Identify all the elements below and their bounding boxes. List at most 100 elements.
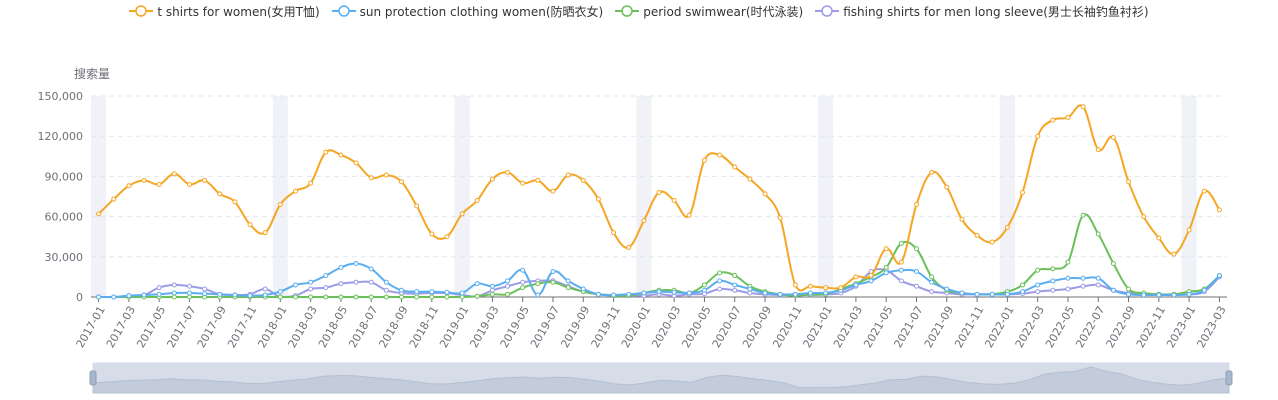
data-point — [186, 294, 192, 300]
y-tick-label: 120,000 — [38, 130, 84, 143]
data-point — [913, 202, 919, 208]
x-tick-label: 2017-11 — [225, 304, 259, 350]
data-point — [1080, 212, 1086, 218]
data-point — [96, 294, 102, 300]
data-point — [777, 215, 783, 221]
zoom-handle-left[interactable] — [89, 370, 97, 386]
data-point — [1065, 286, 1071, 292]
data-point — [535, 281, 541, 287]
legend-label: t shirts for women(女用T恤) — [157, 4, 320, 19]
y-tick-label: 90,000 — [45, 170, 84, 183]
data-point — [1035, 267, 1041, 273]
data-point — [611, 230, 617, 236]
data-point — [1050, 287, 1056, 293]
data-point — [1156, 292, 1162, 298]
data-point — [520, 267, 526, 273]
data-point — [353, 279, 359, 285]
x-tick-label: 2020-07 — [710, 304, 744, 350]
data-point — [277, 294, 283, 300]
data-point — [368, 294, 374, 300]
data-point — [1171, 292, 1177, 298]
data-point — [1095, 231, 1101, 237]
data-point — [550, 269, 556, 275]
data-point — [247, 222, 253, 228]
x-tick-label: 2020-05 — [679, 304, 713, 350]
x-tick-label: 2018-01 — [255, 304, 289, 350]
data-point — [383, 287, 389, 293]
data-point — [323, 285, 329, 291]
data-point — [171, 282, 177, 288]
data-point — [489, 291, 495, 297]
legend-item[interactable]: fishing shirts for men long sleeve(男士长袖钓… — [815, 2, 1149, 20]
data-point — [807, 290, 813, 296]
data-point — [565, 278, 571, 284]
data-point — [944, 286, 950, 292]
x-tick-label: 2017-07 — [164, 304, 198, 350]
data-point — [1080, 283, 1086, 289]
x-tick-label: 2019-09 — [558, 304, 592, 350]
data-point — [656, 189, 662, 195]
data-point — [823, 290, 829, 296]
data-point — [1065, 114, 1071, 120]
data-point — [959, 290, 965, 296]
data-point — [641, 290, 647, 296]
legend-item[interactable]: period swimwear(时代泳装) — [615, 2, 803, 20]
data-point — [535, 292, 541, 298]
data-point — [247, 293, 253, 299]
data-point — [1216, 273, 1222, 279]
data-point — [747, 176, 753, 182]
legend-item[interactable]: sun protection clothing women(防晒衣女) — [331, 2, 604, 20]
data-point — [929, 274, 935, 280]
data-point — [459, 290, 465, 296]
legend-item[interactable]: t shirts for women(女用T恤) — [129, 2, 320, 20]
x-tick-label: 2019-07 — [528, 304, 562, 350]
data-point — [732, 282, 738, 288]
data-point — [641, 218, 647, 224]
data-point — [701, 287, 707, 293]
data-point — [383, 172, 389, 178]
data-point — [1050, 278, 1056, 284]
zoom-handle-right[interactable] — [1225, 370, 1233, 386]
data-point — [1020, 282, 1026, 288]
x-tick-label: 2017-09 — [195, 304, 229, 350]
data-point — [1110, 135, 1116, 141]
data-point — [489, 287, 495, 293]
january-band — [636, 96, 652, 297]
data-point — [126, 293, 132, 299]
data-point — [1110, 261, 1116, 266]
data-point — [156, 285, 162, 291]
data-point — [262, 286, 268, 292]
data-point — [1156, 235, 1162, 241]
x-tick-label: 2022-01 — [982, 304, 1016, 350]
data-point — [1126, 291, 1132, 297]
data-point — [308, 279, 314, 285]
data-point — [747, 290, 753, 296]
data-point — [1035, 282, 1041, 288]
data-point — [505, 291, 511, 297]
x-tick-label: 2017-03 — [104, 304, 138, 350]
data-point — [1035, 289, 1041, 295]
data-point — [611, 292, 617, 298]
data-point — [399, 294, 405, 300]
data-point — [202, 177, 208, 183]
january-band — [999, 96, 1015, 297]
data-point — [292, 282, 298, 288]
x-tick-label: 2018-05 — [316, 304, 350, 350]
legend-swatch — [331, 5, 356, 17]
legend-swatch — [815, 5, 840, 17]
x-tick-label: 2022-05 — [1043, 304, 1077, 350]
x-tick-label: 2021-09 — [922, 304, 956, 350]
data-point — [126, 183, 132, 189]
zoom-slider-shadow — [92, 366, 1230, 394]
data-point — [111, 196, 117, 202]
data-point — [883, 270, 889, 276]
data-point — [232, 292, 238, 298]
x-tick-label: 2017-01 — [74, 304, 108, 350]
data-point — [444, 289, 450, 295]
x-tick-label: 2021-01 — [801, 304, 835, 350]
data-point — [429, 294, 435, 300]
legend-label: sun protection clothing women(防晒衣女) — [359, 4, 604, 19]
legend-label: period swimwear(时代泳装) — [643, 4, 804, 19]
data-point — [156, 181, 162, 187]
legend-swatch — [129, 5, 154, 17]
